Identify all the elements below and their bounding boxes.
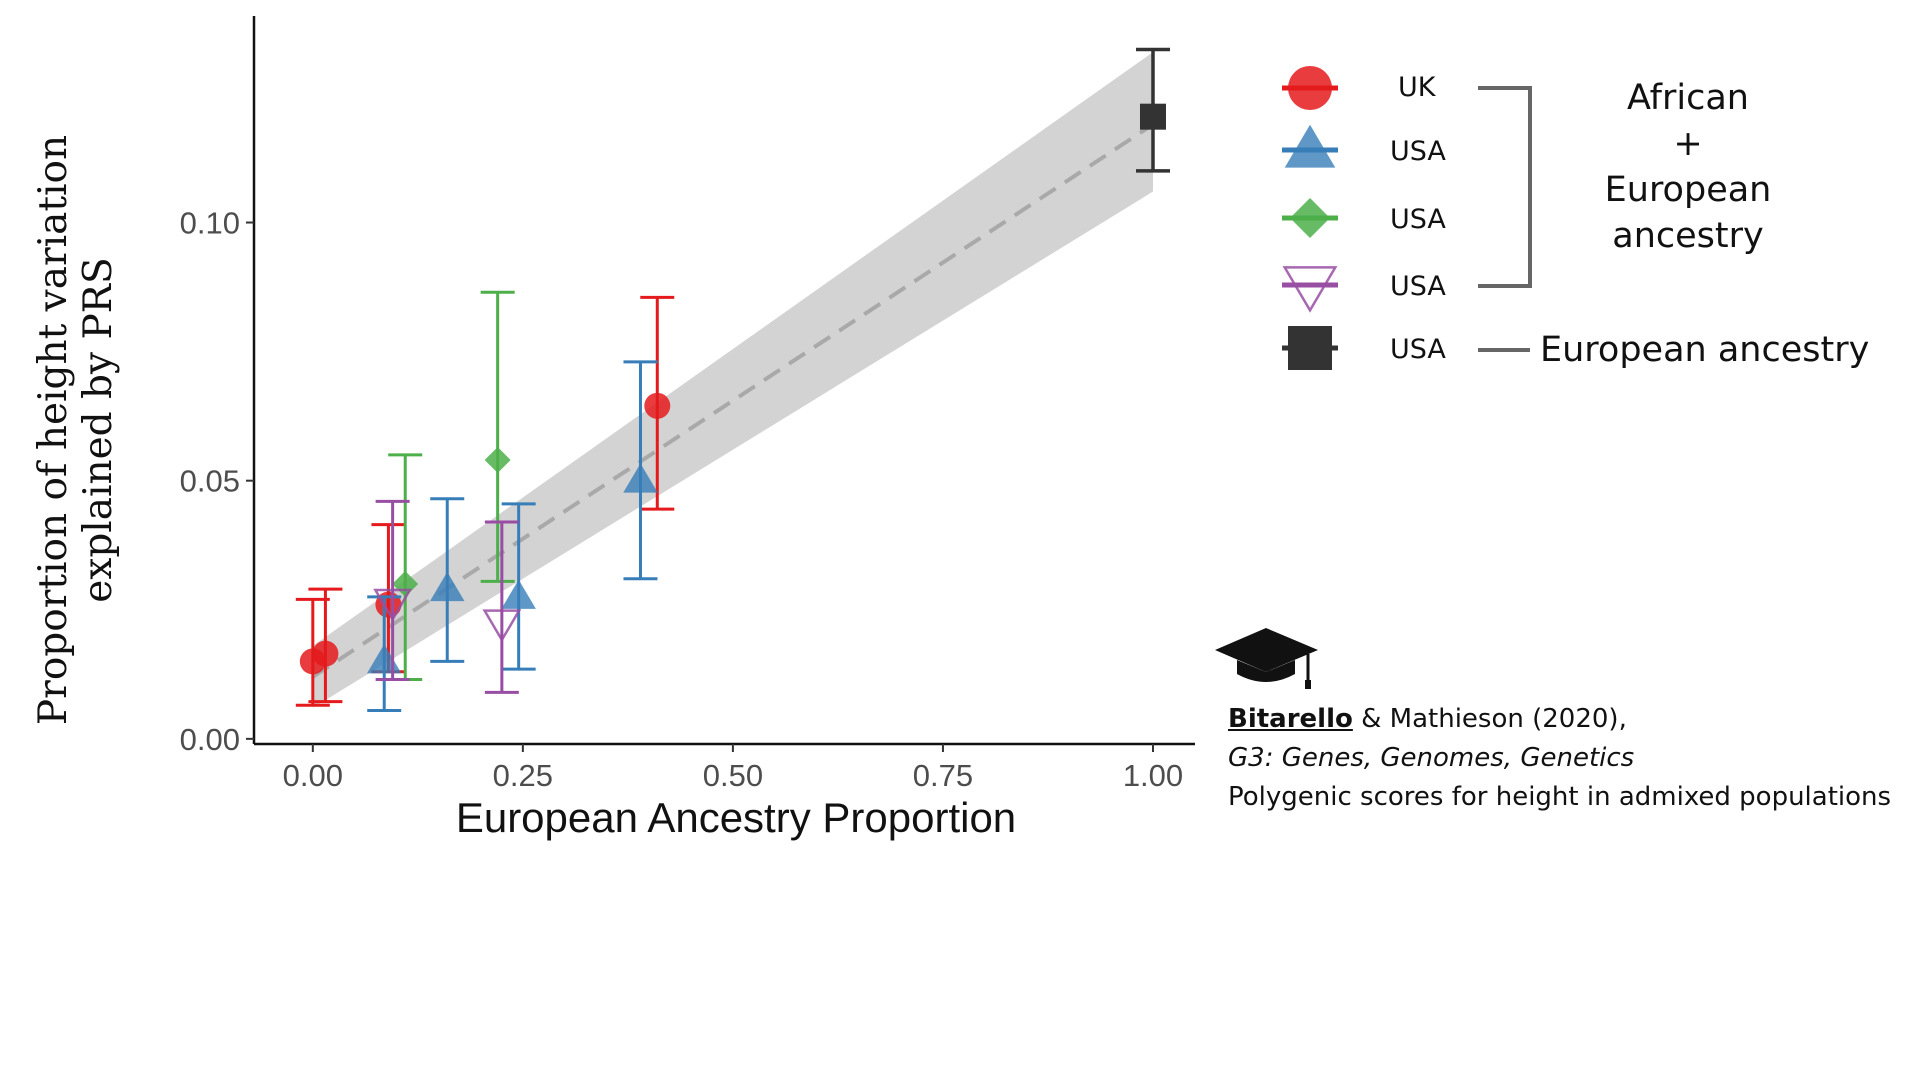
x-tick-label: 0.75: [913, 758, 973, 793]
data-point: [429, 571, 465, 602]
data-point: [501, 579, 536, 609]
data-point: [482, 609, 522, 643]
citation: Bitarello & Mathieson (2020), G3: Genes,…: [1228, 700, 1891, 817]
graduation-cap-icon: [1215, 628, 1318, 689]
series-diamond: [388, 290, 515, 681]
axes: 0.00 0.25 0.50 0.75 1.00 0.00 0.05 0.10: [180, 16, 1195, 793]
legend-marker: [1284, 124, 1336, 168]
x-tick-label: 1.00: [1123, 758, 1183, 793]
data-point: [1139, 103, 1166, 130]
legend-symbol-triangle-down-open: [1282, 266, 1338, 313]
y-axis-label-line1: Proportion of height variation: [31, 135, 76, 725]
series-square: [1135, 47, 1170, 173]
data-point: [312, 640, 339, 667]
citation-title: Polygenic scores for height in admixed p…: [1228, 782, 1892, 812]
data-point: [373, 588, 413, 622]
admixed-bracket: [1478, 86, 1532, 288]
legend-symbol-square: [1282, 326, 1338, 370]
series-triangle: [366, 360, 658, 712]
y-tick-label: 0.00: [180, 722, 240, 757]
confidence-band: [312, 52, 1153, 708]
data-point: [484, 447, 511, 474]
legend-symbol-circle: [1282, 66, 1338, 110]
data-point: [623, 463, 658, 493]
legend-brackets: [1478, 86, 1532, 352]
y-tick-label: 0.10: [180, 206, 240, 241]
x-tick-label: 0.25: [493, 758, 553, 793]
data-point: [644, 392, 671, 419]
citation-authors: Bitarello & Mathieson (2020),: [1228, 700, 1891, 739]
admixed-group-label: African + European ancestry: [1604, 78, 1772, 256]
legend-label-usa-diamond: USA: [1390, 204, 1446, 235]
legend-label-usa-square: USA: [1390, 334, 1446, 365]
x-tick-label: 0.50: [703, 758, 763, 793]
x-axis-label: European Ancestry Proportion: [456, 794, 1016, 841]
legend-marker: [1282, 266, 1338, 313]
axis-ticks: 0.00 0.25 0.50 0.75 1.00 0.00 0.05 0.10: [180, 206, 1184, 793]
legend-symbol-diamond: [1282, 198, 1338, 238]
citation-journal: G3: Genes, Genomes, Genetics: [1228, 743, 1635, 773]
citation-rest: & Mathieson (2020),: [1352, 704, 1627, 734]
legend-symbols: [1282, 66, 1338, 370]
data-points: [295, 47, 1170, 712]
series-triangle-down-open: [373, 499, 522, 694]
legend-label-usa-triangle: USA: [1390, 136, 1446, 167]
y-tick-label: 0.05: [180, 464, 240, 499]
legend-label-usa-triangle-down: USA: [1390, 271, 1446, 302]
citation-first-author: Bitarello: [1228, 704, 1353, 734]
legend-label-uk: UK: [1398, 72, 1436, 103]
y-axis-label-line2: explained by PRS: [76, 257, 121, 603]
european-group-label: European ancestry: [1540, 330, 1870, 370]
legend-symbol-triangle: [1282, 124, 1338, 168]
x-tick-label: 0.00: [283, 758, 343, 793]
